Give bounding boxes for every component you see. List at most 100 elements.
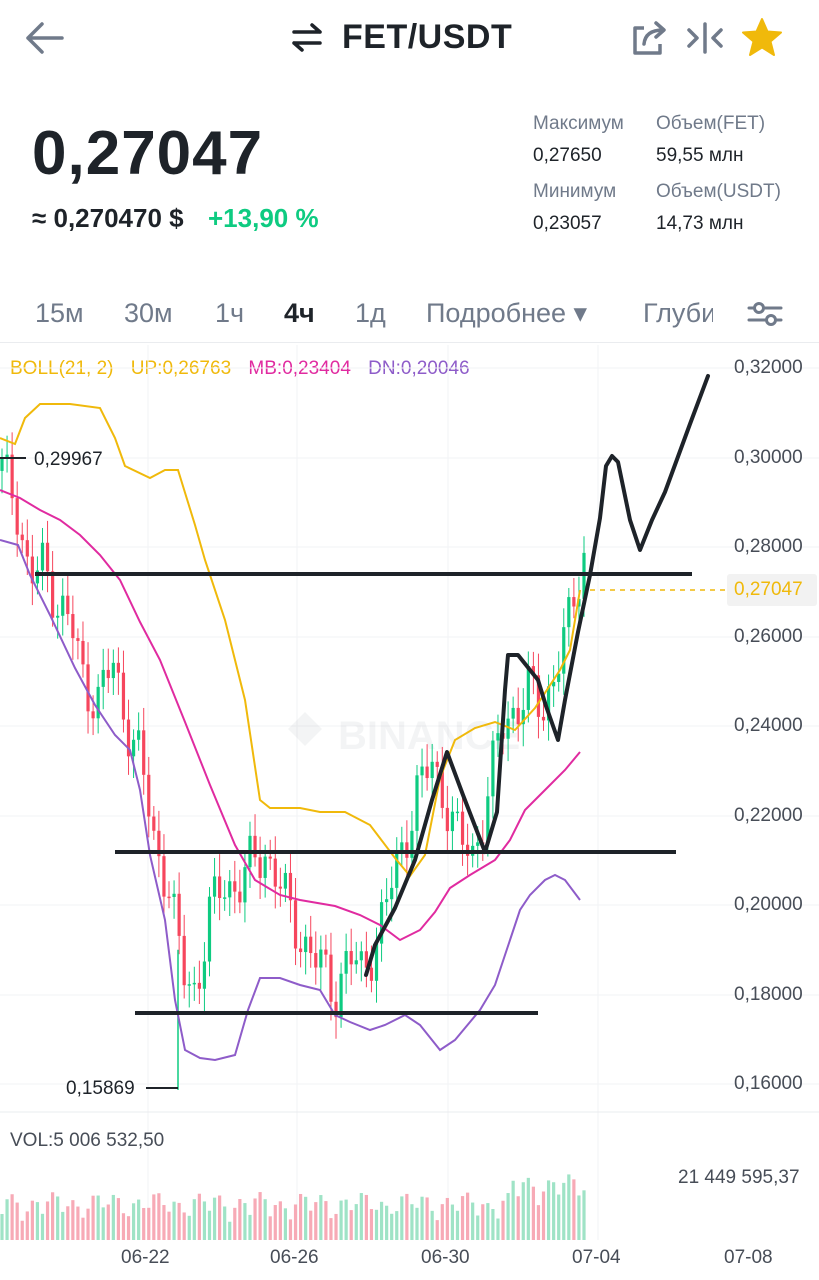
last-price: 0,27047 [32,119,264,188]
candle-body [172,893,176,898]
candle-body [40,542,45,571]
tab-15m[interactable]: 15м [35,298,84,328]
volume-bar [76,1206,80,1240]
price-usd-approx: ≈ 0,270470 $ [32,203,184,233]
candle-body [121,672,126,720]
tab-1h[interactable]: 1ч [215,298,245,328]
low-marker-label: 0,15869 [66,1078,135,1099]
volume-bar [273,1205,277,1240]
share-icon[interactable] [628,16,672,60]
volume-bar [506,1193,510,1240]
tab-4h[interactable]: 4ч [284,298,315,328]
volume-bar [131,1203,136,1240]
tab-depth[interactable]: Глуби [643,298,713,328]
tab-more[interactable]: Подробнее ▾ [426,298,588,328]
candle-body [273,858,277,887]
y-tick-label: 0,32000 [734,357,803,378]
candle-body [207,896,212,962]
settings-sliders-icon[interactable] [746,298,784,330]
volume-bar [379,1201,384,1240]
candle-body [430,761,434,779]
volume-bar [40,1213,45,1240]
drawn-forecast-path [364,374,710,977]
arrow-left-icon[interactable] [22,18,66,58]
volume-base-value: 59,55 млн [656,145,744,166]
volume-bar [440,1204,444,1240]
candle-body [5,454,9,458]
candle-body [35,570,40,584]
candle-body [536,675,541,717]
volume-bar [501,1200,505,1240]
candle-body [147,774,151,817]
candle-body [106,669,110,679]
candle-body [101,669,105,687]
tab-1d[interactable]: 1д [355,298,386,328]
price-chart[interactable]: BINANCE [0,340,819,1280]
volume-bar [111,1194,115,1240]
volume-bar [450,1204,455,1240]
y-tick-label: 0,26000 [734,626,803,647]
volume-bar [455,1210,460,1240]
volume-bar [481,1204,485,1240]
candle-body [577,598,581,607]
pair-selector[interactable]: FET/USDT [290,12,512,62]
volume-bar [415,1207,419,1240]
low-label: Минимум [533,181,617,202]
candle-body [425,766,429,779]
volume-bar [496,1218,500,1240]
volume-bar [142,1207,146,1240]
volume-bar [61,1211,65,1240]
candle-body [364,951,368,968]
candle-body [167,896,171,899]
candle-body [111,662,115,679]
volume-bar [243,1203,247,1240]
volume-bar [182,1212,186,1240]
volume-bar [223,1206,227,1240]
candle-body [562,627,566,674]
volume-bar [207,1210,212,1240]
volume-bar [30,1200,34,1240]
candle-body [521,709,525,725]
candle-body [76,638,80,641]
volume-bar [253,1198,257,1240]
candle-body [45,542,50,572]
volume-bar [137,1199,141,1240]
x-tick-label: 06-26 [270,1247,319,1268]
candle-body [152,816,156,831]
volume-bar [212,1197,217,1240]
candle-body [243,867,247,903]
volume-bar [329,1218,333,1240]
candle-body [293,900,298,949]
x-tick-label: 07-08 [724,1247,773,1268]
volume-bar [147,1207,151,1240]
volume-bar [177,1202,181,1240]
volume-bar [516,1196,520,1240]
volume-bar [248,1214,252,1240]
volume-bar [71,1200,75,1240]
volume-bar [344,1199,348,1240]
candle-body [0,457,4,471]
volume-bar [187,1215,191,1240]
volume-bar [445,1197,449,1240]
volume-bar [278,1201,282,1240]
tab-30m[interactable]: 30м [124,298,173,328]
volume-bar [10,1194,14,1240]
volume-bar [288,1219,293,1240]
candle-body [298,948,303,953]
candle-body [476,842,480,846]
pair-title: FET/USDT [342,17,513,56]
volume-bar [81,1217,85,1240]
volume-label: VOL:5 006 532,50 [10,1130,165,1151]
y-tick-label: 0,22000 [734,805,803,826]
compare-icon[interactable] [684,16,728,60]
candle-body [557,673,561,682]
volume-bar [349,1210,353,1240]
volume-bar [460,1196,465,1240]
candle-body [339,973,343,1018]
star-icon[interactable] [740,16,784,60]
candle-body [268,856,272,859]
y-tick-label: 0,30000 [734,447,803,468]
price-change-percent: +13,90 % [208,203,319,233]
candle-body [354,960,358,965]
candles [0,432,586,1090]
